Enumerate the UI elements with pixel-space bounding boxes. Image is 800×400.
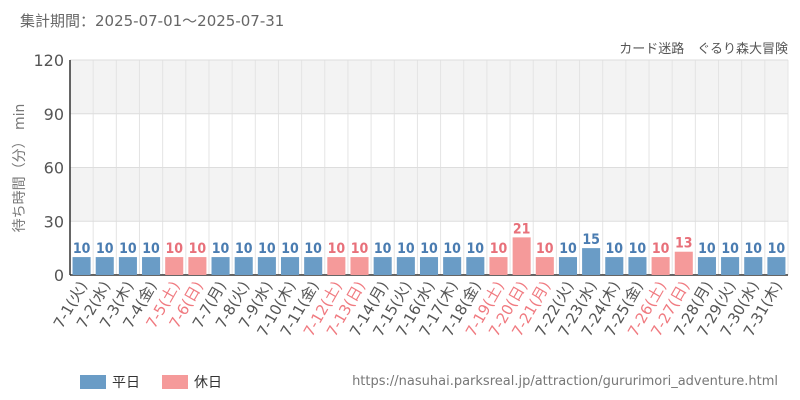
data-label: 10 (721, 241, 739, 257)
data-label: 10 (744, 241, 762, 257)
attraction-name: カード迷路 ぐるり森大冒険 (619, 42, 788, 57)
data-label: 10 (73, 241, 91, 257)
y-axis-ticks: 0 30 60 90 120 (33, 51, 64, 285)
data-label: 10 (559, 241, 577, 257)
bar (350, 257, 369, 275)
bar (142, 257, 161, 275)
bar (674, 251, 693, 275)
data-label: 10 (443, 241, 461, 257)
y-tick-label: 60 (44, 159, 64, 178)
period-label: 集計期間：2025-07-01～2025-07-31 (20, 12, 285, 30)
bar (767, 257, 786, 275)
bar (257, 257, 276, 275)
bar (95, 257, 114, 275)
bar (466, 257, 485, 275)
data-label: 10 (768, 241, 786, 257)
bar (373, 257, 392, 275)
legend-label-weekday: 平日 (112, 375, 140, 391)
data-label: 10 (96, 241, 114, 257)
legend-swatch-holiday (162, 375, 188, 389)
x-axis-ticks: 7-1(火)7-2(水)7-3(木)7-4(金)7-5(土)7-6(日)7-7(… (50, 278, 786, 340)
bars (72, 237, 786, 275)
bar (211, 257, 230, 275)
bar (721, 257, 740, 275)
y-tick-label: 90 (44, 105, 64, 124)
legend-item-holiday: 休日 (162, 372, 222, 392)
data-label: 10 (328, 241, 346, 257)
bar (535, 257, 554, 275)
data-label: 10 (629, 241, 647, 257)
data-label: 10 (536, 241, 554, 257)
data-label: 10 (397, 241, 415, 257)
data-label: 21 (513, 221, 531, 237)
bar (651, 257, 670, 275)
y-tick-label: 30 (44, 212, 64, 231)
data-label: 10 (165, 241, 183, 257)
legend-label-holiday: 休日 (194, 375, 222, 391)
grid-band (70, 167, 788, 222)
data-label: 10 (281, 241, 299, 257)
bar (118, 257, 137, 275)
y-axis-label: 待ち時間（分） min (12, 104, 28, 233)
data-label: 10 (698, 241, 716, 257)
source-url[interactable]: https://nasuhai.parksreal.jp/attraction/… (352, 374, 778, 389)
grid-band (70, 60, 788, 114)
legend: 平日 休日 (80, 372, 244, 392)
data-label: 10 (606, 241, 624, 257)
data-label: 10 (420, 241, 438, 257)
data-label: 10 (212, 241, 230, 257)
bar (628, 257, 647, 275)
data-label: 10 (258, 241, 276, 257)
bar (512, 237, 531, 275)
legend-swatch-weekday (80, 375, 106, 389)
data-labels: 10 10 10 10 10 10 10 10 10 10 10 10 10 10 10 10 10 10 10 21… (73, 221, 786, 257)
bar (443, 257, 462, 275)
bar (419, 257, 439, 275)
bar (744, 257, 763, 275)
bar (697, 257, 716, 275)
bar (558, 257, 578, 275)
data-label: 10 (351, 241, 369, 257)
bar (72, 257, 91, 275)
data-label: 10 (119, 241, 137, 257)
y-tick-label: 120 (33, 51, 64, 70)
data-label: 10 (374, 241, 392, 257)
data-label: 10 (490, 241, 508, 257)
data-label: 10 (652, 241, 670, 257)
data-label: 10 (304, 241, 322, 257)
bar (489, 257, 508, 275)
data-label: 10 (189, 241, 207, 257)
bar (280, 257, 300, 275)
data-label: 13 (675, 236, 693, 252)
data-label: 10 (142, 241, 160, 257)
bar (304, 257, 323, 275)
bar (396, 257, 415, 275)
y-tick-label: 0 (54, 266, 64, 285)
bar (188, 257, 207, 275)
bar (327, 257, 346, 275)
bar (582, 248, 601, 275)
bar (234, 257, 253, 275)
bar (605, 257, 624, 275)
legend-item-weekday: 平日 (80, 372, 140, 392)
data-label: 10 (235, 241, 253, 257)
grid (69, 59, 789, 276)
data-label: 10 (467, 241, 485, 257)
bar (165, 257, 184, 275)
data-label: 15 (582, 232, 600, 248)
